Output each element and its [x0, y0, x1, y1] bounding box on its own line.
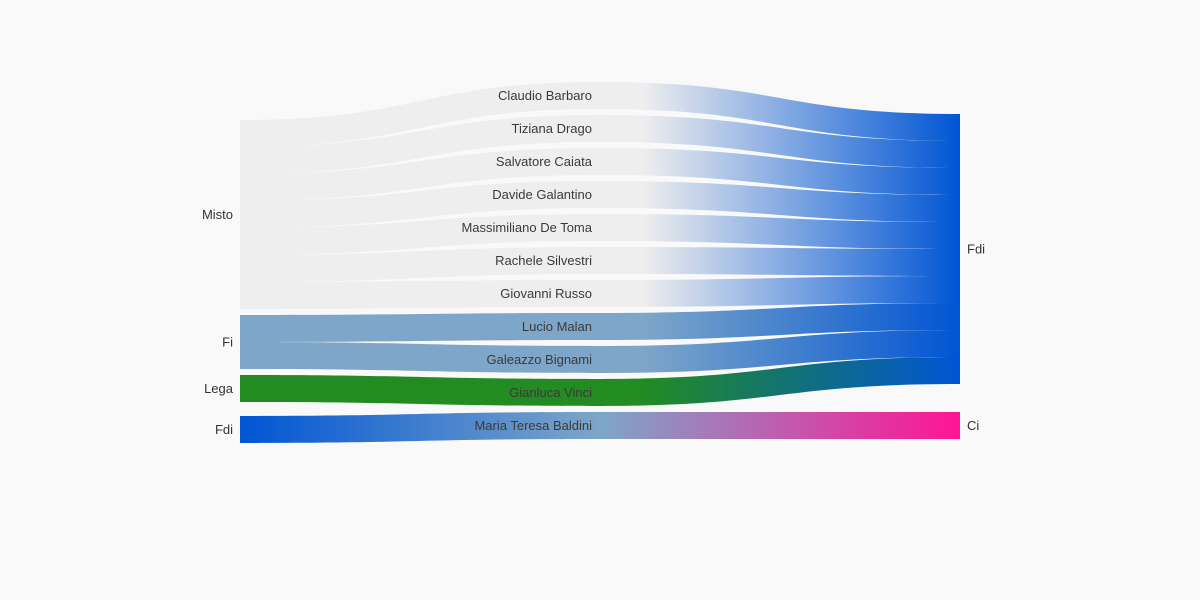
- flow-label-rachele-silvestri: Rachele Silvestri: [495, 253, 592, 268]
- target-node-ci[interactable]: [958, 412, 960, 439]
- flow-label-massimiliano-de-toma: Massimiliano De Toma: [461, 220, 592, 235]
- flow-label-davide-galantino: Davide Galantino: [492, 187, 592, 202]
- flow-label-salvatore-caiata: Salvatore Caiata: [496, 154, 593, 169]
- source-label-fi: Fi: [222, 335, 233, 350]
- source-label-fdi: Fdi: [215, 422, 233, 437]
- source-label-lega: Lega: [204, 381, 234, 396]
- flow-lucio-malan[interactable]: [240, 303, 960, 342]
- flow-label-maria-teresa-baldini: Maria Teresa Baldini: [474, 418, 592, 433]
- target-label-fdi: Fdi: [967, 242, 985, 257]
- flow-label-galeazzo-bignami: Galeazzo Bignami: [487, 352, 593, 367]
- flow-label-giovanni-russo: Giovanni Russo: [500, 286, 592, 301]
- flow-label-gianluca-vinci: Gianluca Vinci: [509, 385, 592, 400]
- flow-giovanni-russo[interactable]: [240, 276, 960, 309]
- target-label-ci: Ci: [967, 418, 979, 433]
- flow-claudio-barbaro[interactable]: [240, 82, 960, 147]
- flow-gianluca-vinci[interactable]: [240, 357, 960, 406]
- flow-massimiliano-de-toma[interactable]: [240, 214, 960, 255]
- flow-davide-galantino[interactable]: [240, 181, 960, 228]
- flow-galeazzo-bignami[interactable]: [240, 330, 960, 373]
- flow-salvatore-caiata[interactable]: [240, 148, 960, 201]
- flow-rachele-silvestri[interactable]: [240, 247, 960, 282]
- flow-label-lucio-malan: Lucio Malan: [522, 319, 592, 334]
- source-label-misto: Misto: [202, 207, 233, 222]
- nodes-layer: [958, 114, 960, 439]
- flow-label-tiziana-drago: Tiziana Drago: [512, 121, 592, 136]
- flow-label-claudio-barbaro: Claudio Barbaro: [498, 88, 592, 103]
- labels-layer: Claudio Barbaro Tiziana Drago Salvatore Ca…: [202, 88, 985, 437]
- flow-maria-teresa-baldini[interactable]: [240, 412, 960, 443]
- flows-layer: [240, 82, 960, 443]
- flow-tiziana-drago[interactable]: [240, 115, 960, 174]
- target-node-fdi[interactable]: [958, 114, 960, 384]
